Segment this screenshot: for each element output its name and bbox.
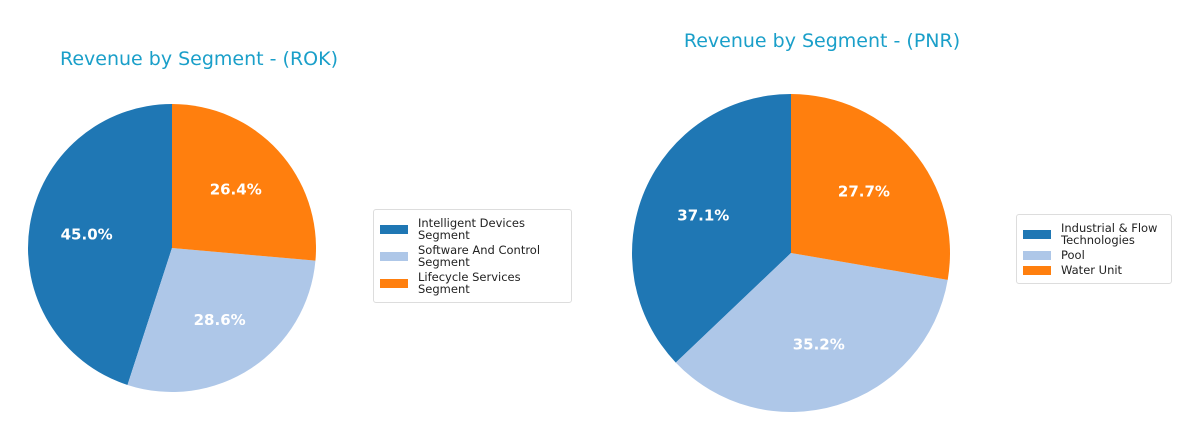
legend-label: Intelligent Devices Segment <box>418 216 525 242</box>
slice-label: 28.6% <box>194 311 246 329</box>
legend-item: Industrial & Flow Technologies <box>1023 222 1165 246</box>
pie-slice <box>172 104 316 261</box>
legend-label: Pool <box>1061 248 1085 262</box>
slice-label: 45.0% <box>61 225 113 243</box>
pie-slice <box>127 248 316 392</box>
legend-item: Lifecycle Services Segment <box>380 271 565 295</box>
pie-slice <box>27 104 172 385</box>
legend-item: Software And Control Segment <box>380 244 565 268</box>
legend-item: Intelligent Devices Segment <box>380 217 565 241</box>
legend-pnr: Industrial & Flow Technologies Pool Water U… <box>1016 214 1172 284</box>
slice-label: 35.2% <box>793 335 845 353</box>
legend-swatch <box>1023 265 1051 275</box>
legend-swatch <box>380 251 408 261</box>
legend-swatch <box>1023 250 1051 260</box>
chart-title-pnr: Revenue by Segment - (PNR) <box>684 30 960 52</box>
legend-swatch <box>380 278 408 288</box>
legend-label: Water Unit <box>1061 263 1123 277</box>
legend-swatch <box>1023 229 1051 239</box>
legend-label: Industrial & Flow Technologies <box>1061 221 1158 247</box>
legend-item: Pool <box>1023 249 1165 261</box>
chart-title-rok: Revenue by Segment - (ROK) <box>60 48 338 70</box>
pie-slice <box>791 94 950 280</box>
legend-rok: Intelligent Devices Segment Software And C… <box>373 209 572 303</box>
slice-label: 37.1% <box>677 206 729 224</box>
pie-slice <box>631 94 791 363</box>
legend-item: Water Unit <box>1023 264 1165 276</box>
legend-label: Lifecycle Services Segment <box>418 270 521 296</box>
legend-label: Software And Control Segment <box>418 243 541 269</box>
pie-slice <box>675 253 948 412</box>
slice-label: 27.7% <box>838 182 890 200</box>
legend-swatch <box>380 224 408 234</box>
slice-label: 26.4% <box>210 181 262 199</box>
